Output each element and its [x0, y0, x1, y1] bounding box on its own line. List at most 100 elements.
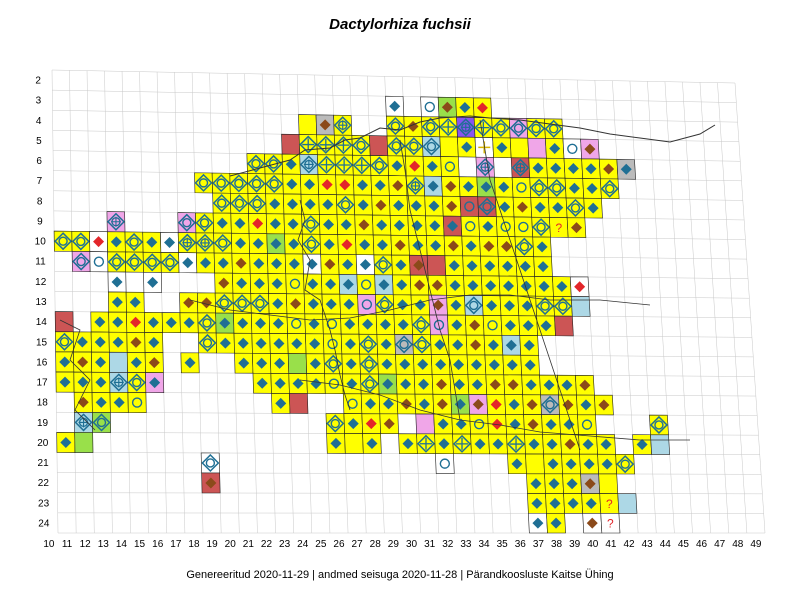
brown-diamond-marker	[584, 143, 596, 155]
cell-fill	[74, 432, 94, 453]
grid-cell	[421, 136, 441, 157]
diamond-marker	[519, 260, 531, 272]
grid-cell	[55, 371, 75, 393]
diamond-marker	[453, 359, 465, 371]
column-label: 22	[261, 539, 273, 550]
circle-marker	[531, 123, 541, 134]
diamond-outline-marker	[72, 252, 91, 271]
diamond-marker	[309, 358, 321, 370]
circle-marker	[234, 198, 245, 209]
grid-cell	[456, 116, 476, 138]
grid-cell	[251, 332, 271, 354]
column-label: 29	[388, 539, 400, 550]
diamond-marker	[304, 178, 316, 190]
diamond-marker	[400, 378, 412, 390]
grid-cell	[596, 434, 616, 455]
grid-cell	[344, 433, 364, 454]
grid-cell	[106, 231, 126, 253]
crosshair-marker	[200, 237, 211, 248]
circle-marker	[96, 417, 107, 428]
diamond-marker	[402, 438, 414, 450]
circle-marker	[374, 160, 385, 171]
country-border	[59, 115, 716, 451]
grid-cell	[161, 312, 181, 334]
grid-cell	[214, 292, 234, 314]
footer-separator-2: |	[460, 569, 464, 581]
grid-vline	[629, 80, 657, 534]
diamond-marker	[382, 398, 394, 410]
grid-cell	[385, 95, 405, 117]
diamond-marker	[255, 337, 267, 349]
grid-cell	[564, 177, 585, 199]
grid-cell	[523, 414, 543, 435]
circle-marker	[473, 418, 485, 430]
diamond-marker	[521, 300, 533, 312]
grid-cell	[377, 353, 397, 375]
diamond-marker	[146, 236, 158, 248]
grid-cell	[195, 212, 214, 234]
grid-cell	[441, 176, 461, 197]
row-label: 3	[36, 96, 42, 107]
grid-cell	[300, 193, 320, 215]
diamond-marker	[323, 218, 335, 230]
grid-cell	[616, 159, 636, 180]
circle-marker	[390, 121, 401, 131]
diamond-marker	[237, 317, 249, 329]
column-label: 19	[207, 539, 219, 550]
grid-cell	[333, 134, 353, 156]
circle-marker	[417, 339, 427, 350]
cell-fill	[420, 96, 440, 118]
brown-diamond-marker	[527, 418, 539, 430]
cross-marker	[302, 138, 315, 151]
diamond-outline-marker	[195, 233, 215, 252]
grid-cell	[335, 174, 355, 196]
grid-cell	[552, 276, 572, 297]
diamond-marker	[382, 378, 394, 390]
grid-cell	[109, 392, 129, 413]
grid-cell	[494, 176, 514, 198]
diamond-outline-marker	[143, 253, 162, 272]
grid-cell	[231, 232, 250, 254]
grid-cell	[91, 371, 111, 393]
diamond-marker	[286, 198, 298, 210]
cell-fill	[649, 414, 669, 436]
diamond-marker	[474, 438, 486, 450]
diamond-marker	[217, 257, 229, 269]
circle-marker	[269, 179, 279, 189]
diamond-outline-marker	[127, 373, 146, 392]
diamond-marker	[563, 419, 575, 431]
grid-cell	[479, 235, 499, 257]
column-label: 37	[533, 539, 545, 550]
diamond-marker	[216, 217, 228, 229]
grid-cell	[580, 473, 601, 494]
grid-cell	[126, 352, 146, 373]
cell-fill	[342, 393, 363, 414]
circle-marker	[409, 141, 419, 151]
diamond-marker	[568, 182, 580, 194]
diamond-marker	[60, 436, 72, 448]
grid-cell	[248, 213, 268, 234]
diamond-marker	[480, 181, 492, 193]
brown-diamond-marker	[358, 219, 370, 231]
brown-diamond-marker	[205, 477, 217, 489]
column-label: 42	[623, 539, 635, 550]
grid-cell	[126, 311, 146, 333]
grid-cell	[442, 215, 463, 237]
grid-cell	[283, 193, 302, 215]
grid-cell	[428, 294, 448, 316]
grid-cell	[305, 333, 325, 355]
diamond-marker	[148, 337, 160, 349]
diamond-outline-marker	[532, 218, 551, 237]
row-label: 23	[38, 498, 50, 509]
grid-cell	[326, 433, 346, 454]
diamond-outline-marker	[515, 237, 534, 256]
diamond-outline-marker	[404, 137, 423, 156]
cell-fill	[513, 216, 534, 238]
grid-cell	[212, 192, 232, 214]
diamond-marker	[255, 317, 267, 329]
grid-cell	[142, 231, 162, 253]
column-label: 25	[315, 539, 327, 550]
circle-marker	[654, 420, 664, 430]
grid-cell	[265, 193, 285, 215]
diamond-marker	[112, 336, 124, 348]
